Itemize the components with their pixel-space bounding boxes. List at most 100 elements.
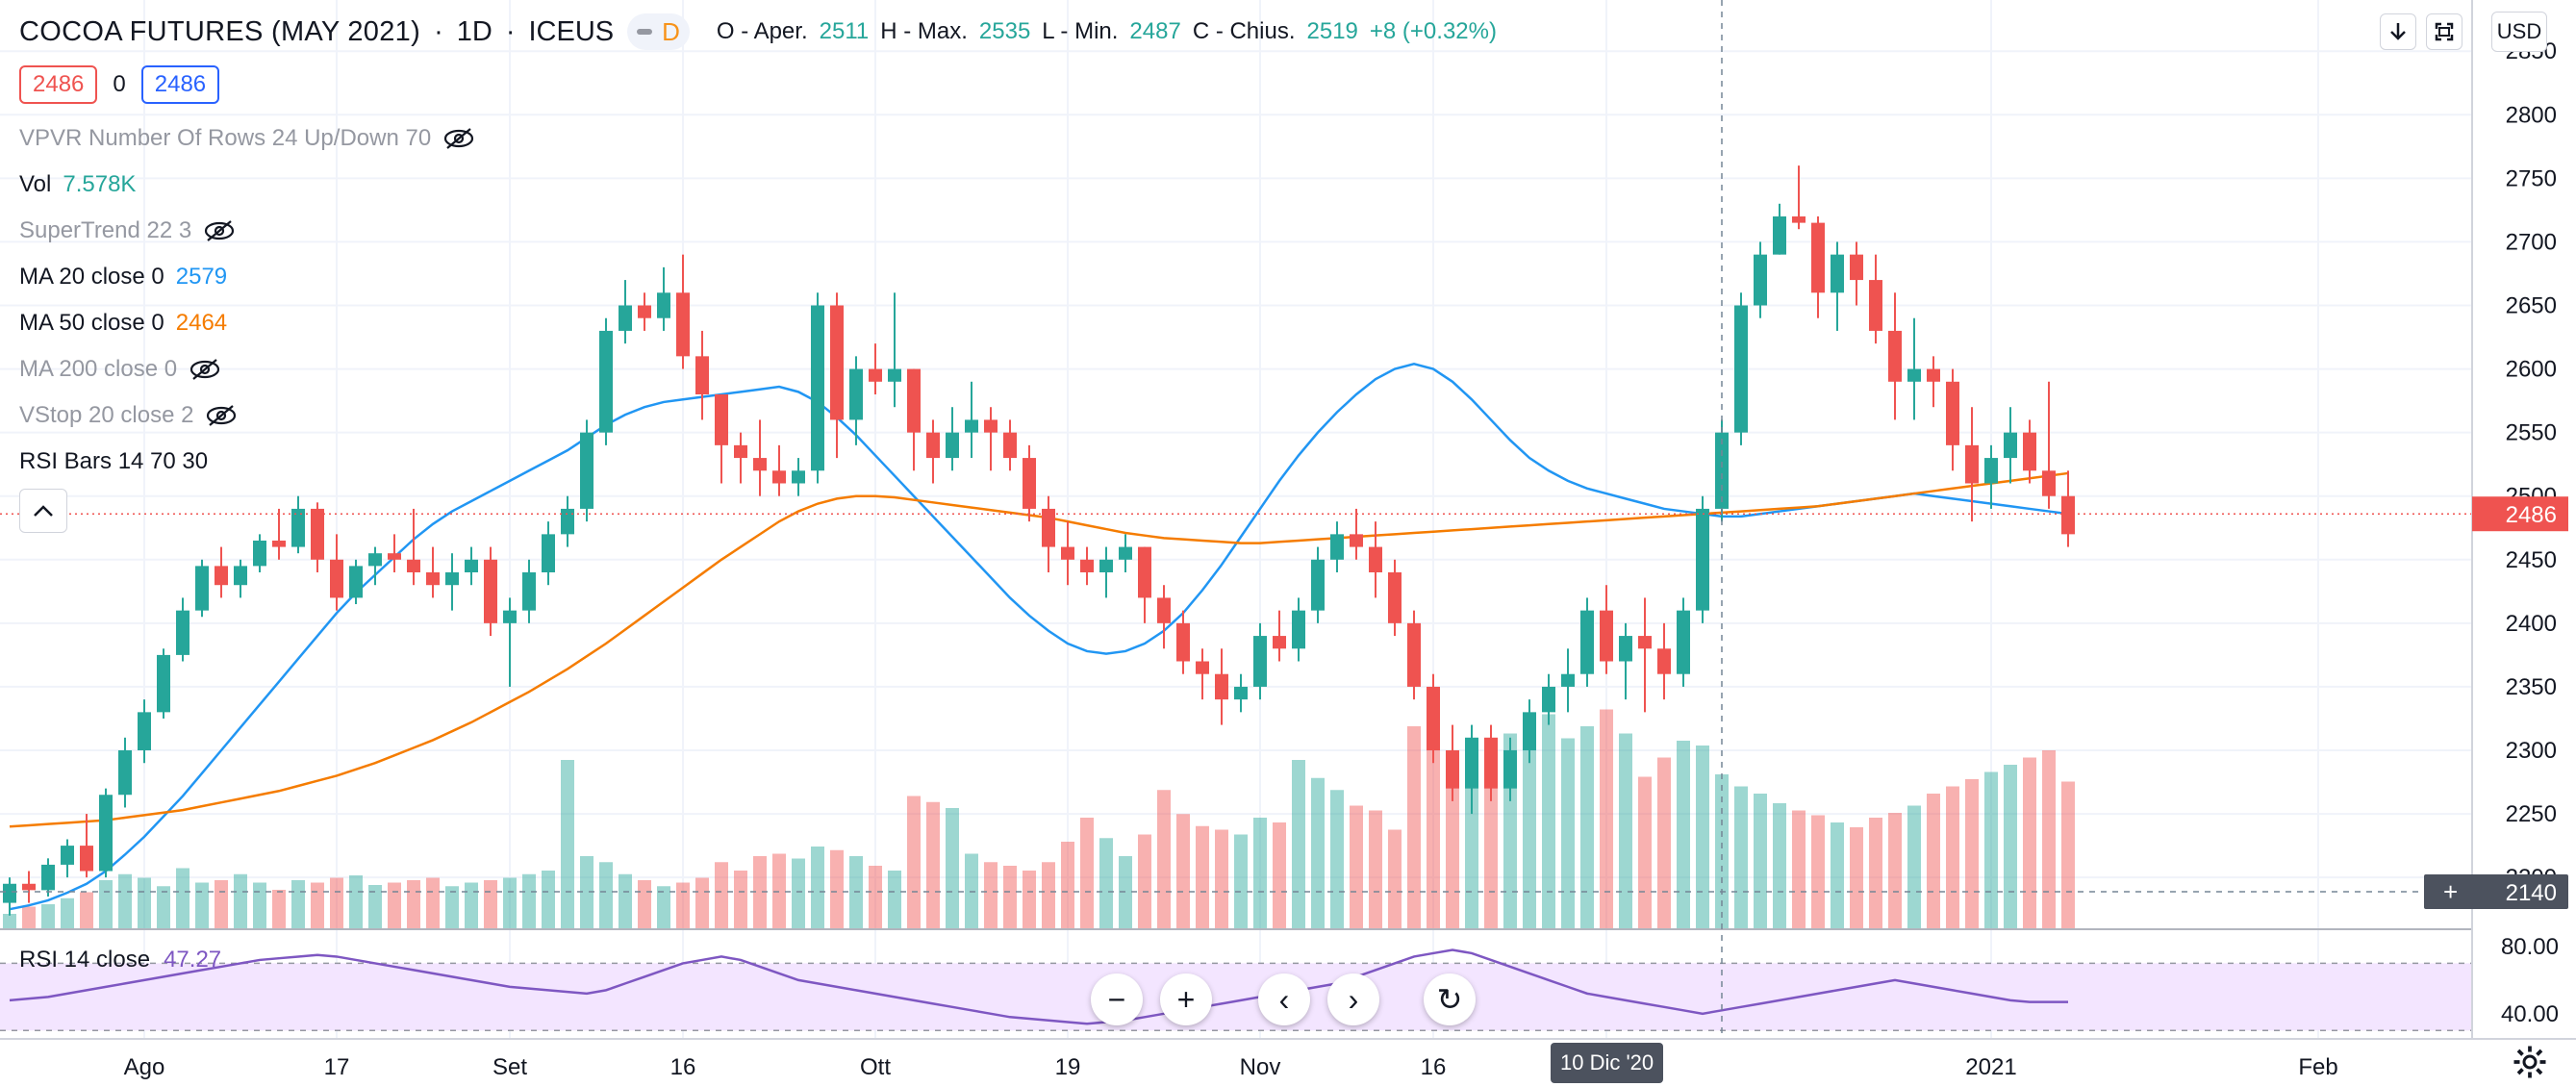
candle-body <box>907 368 921 433</box>
indicator-row[interactable]: MA 20 close 0 2579 <box>19 264 227 291</box>
volume-bar <box>1792 810 1806 928</box>
rsi-legend: RSI 14 close 47.27 <box>19 947 221 973</box>
price-tick-label: 2800 <box>2506 102 2557 128</box>
time-tick-label: Ago <box>124 1054 165 1080</box>
market-status-pill[interactable]: D <box>627 13 690 50</box>
indicator-row[interactable]: SuperTrend 22 3 <box>19 217 236 244</box>
volume-bar <box>407 880 420 928</box>
eye-hidden-icon[interactable] <box>189 358 221 381</box>
buy-price-box[interactable]: 2486 <box>140 65 220 104</box>
interval-label[interactable]: 1D <box>456 15 492 47</box>
download-button[interactable] <box>2380 13 2416 50</box>
scroll-right-button[interactable]: › <box>1327 973 1379 1025</box>
indicator-row[interactable]: VStop 20 close 2 <box>19 402 238 429</box>
eye-hidden-icon[interactable] <box>205 404 238 427</box>
volume-bar <box>811 847 824 928</box>
candle-body <box>695 356 709 394</box>
indicator-row[interactable]: MA 50 close 0 2464 <box>19 310 227 337</box>
indicator-row[interactable]: MA 200 close 0 <box>19 356 221 383</box>
indicator-value: 2579 <box>175 264 228 290</box>
price-tick-label: 2300 <box>2506 738 2557 764</box>
fullscreen-button[interactable] <box>2426 13 2462 50</box>
time-tick-label: 16 <box>1421 1054 1447 1080</box>
candle-body <box>1619 636 1632 662</box>
scroll-left-button[interactable]: ‹ <box>1258 973 1310 1025</box>
volume-bar <box>1388 829 1402 928</box>
low-value: 2487 <box>1129 18 1181 44</box>
time-tick-label: 2021 <box>1965 1054 2016 1080</box>
reset-chart-button[interactable]: ↻ <box>1424 973 1476 1025</box>
symbol-name[interactable]: COCOA FUTURES (MAY 2021) <box>19 15 421 47</box>
candle-body <box>1099 559 1113 572</box>
time-tick-label: Feb <box>2298 1054 2337 1080</box>
sell-price-box[interactable]: 2486 <box>19 65 98 104</box>
currency-button[interactable]: USD <box>2491 12 2547 52</box>
volume-bar <box>984 862 998 928</box>
volume-bar <box>695 877 709 928</box>
rsi-pane <box>0 928 2472 1032</box>
candle-body <box>1657 648 1671 674</box>
gear-icon[interactable] <box>2513 1045 2547 1079</box>
volume-bar <box>1003 866 1017 928</box>
candle-body <box>1042 508 1055 547</box>
indicator-row[interactable]: VPVR Number Of Rows 24 Up/Down 70 <box>19 125 475 152</box>
zoom-out-button[interactable]: − <box>1091 973 1143 1025</box>
eye-hidden-icon[interactable] <box>203 219 236 242</box>
volume-bar <box>1754 794 1767 928</box>
volume-bar <box>1099 838 1113 928</box>
candle-body <box>253 540 266 567</box>
candle-body <box>1023 458 1036 509</box>
volume-bar <box>1523 721 1536 928</box>
indicator-label: MA 50 close 0 <box>19 310 164 336</box>
volume-bar <box>1350 805 1363 928</box>
candle-body <box>272 540 286 547</box>
volume-bar <box>1677 741 1690 928</box>
volume-bar <box>1811 815 1825 928</box>
candle-body <box>1157 597 1171 623</box>
collapse-legend-button[interactable] <box>19 489 67 533</box>
volume-bar <box>907 796 921 928</box>
volume-bar <box>1600 709 1613 928</box>
volume-bar <box>195 882 209 928</box>
candle-body <box>1600 610 1613 662</box>
indicator-label: MA 200 close 0 <box>19 356 178 382</box>
candle-body <box>388 553 401 560</box>
rsi-line <box>9 948 2068 1025</box>
time-tick-label: Nov <box>1240 1054 1281 1080</box>
volume-bar <box>41 904 55 928</box>
candle-body <box>1811 222 1825 293</box>
zoom-in-button[interactable]: + <box>1160 973 1212 1025</box>
volume-bar <box>561 760 574 928</box>
indicator-row[interactable]: RSI Bars 14 70 30 <box>19 448 208 475</box>
candle-body <box>1850 254 1863 281</box>
ohlc-values: O - Aper. 2511 H - Max. 2535 L - Min. 2487 … <box>717 18 1497 45</box>
arrow-down-icon <box>2390 23 2406 40</box>
volume-bar <box>1946 786 1959 928</box>
volume-bar <box>1427 746 1440 928</box>
candle-body <box>1196 661 1209 674</box>
volume-bar <box>830 849 844 928</box>
volume-bar <box>138 877 151 928</box>
volume-bar <box>234 873 247 928</box>
candle-body <box>1792 216 1806 223</box>
candle-body <box>195 566 209 611</box>
volume-bar <box>445 886 459 928</box>
volume-bar <box>2023 757 2036 928</box>
candle-body <box>465 559 478 572</box>
volume-bar <box>1157 790 1171 928</box>
volume-bar <box>1773 803 1786 928</box>
volume-bar <box>484 880 497 928</box>
price-boxes: 2486 0 2486 <box>19 65 220 104</box>
candle-body <box>1561 673 1575 687</box>
volume-bar <box>157 886 170 928</box>
candle-body <box>1350 534 1363 547</box>
volume-bar <box>1484 750 1498 928</box>
eye-hidden-icon[interactable] <box>442 127 475 150</box>
rsi-tick-label: 80.00 <box>2501 934 2559 960</box>
candle-body <box>1677 610 1690 674</box>
indicator-row[interactable]: Vol 7.578K <box>19 171 136 198</box>
candle-body <box>1484 737 1498 789</box>
indicator-value: 2464 <box>175 310 228 336</box>
candle-body <box>1234 686 1248 700</box>
